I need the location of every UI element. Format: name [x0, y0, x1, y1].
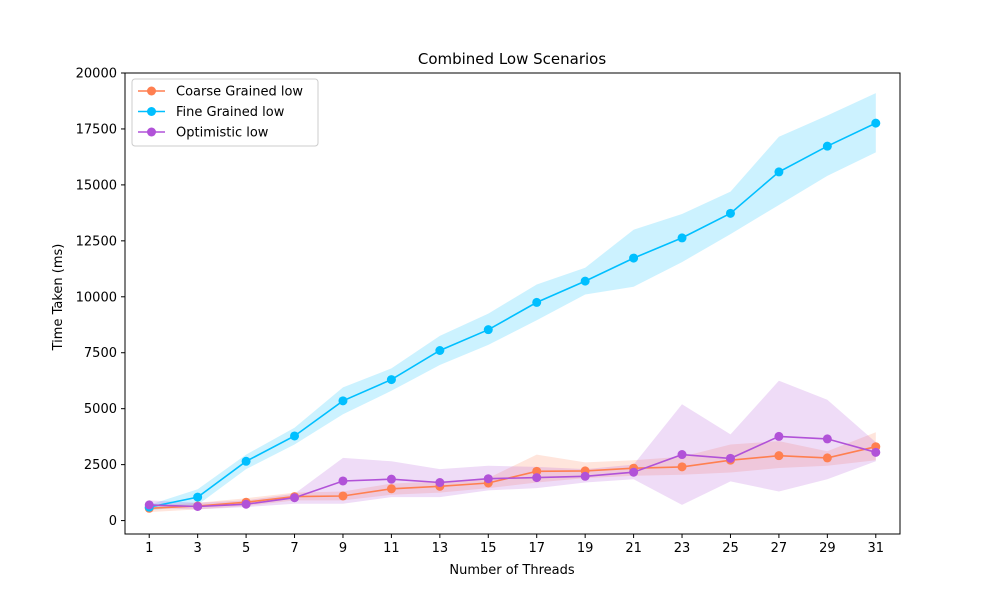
y-tick-label: 15000 — [76, 178, 117, 193]
data-point — [532, 466, 542, 476]
data-point — [193, 492, 203, 502]
x-axis-ticks: 1 3 5 7 9 11 13 15 17 19 21 23 25 27 29 31 — [145, 534, 884, 556]
data-point — [386, 375, 396, 385]
x-tick-label: 9 — [339, 541, 347, 556]
legend: Coarse Grained low Fine Grained low Optimi… — [131, 78, 319, 147]
legend-label: Coarse Grained low — [176, 85, 303, 100]
y-tick-label: 17500 — [76, 122, 117, 137]
confidence-band-1 — [149, 93, 876, 511]
data-point — [386, 484, 396, 494]
data-point — [580, 276, 590, 286]
x-tick-label: 21 — [625, 541, 642, 556]
data-point — [774, 431, 784, 441]
confidence-band-0 — [149, 432, 876, 513]
x-tick-label: 27 — [771, 541, 788, 556]
x-tick-label: 15 — [480, 541, 497, 556]
chart-title: Combined Low Scenarios — [418, 50, 606, 68]
y-tick-label: 0 — [109, 514, 117, 529]
series-points — [144, 118, 881, 513]
x-tick-label: 13 — [432, 541, 449, 556]
data-point — [822, 141, 832, 151]
legend-label: Fine Grained low — [176, 105, 285, 120]
series-line-0 — [149, 445, 876, 510]
legend-marker — [147, 127, 156, 137]
data-point — [725, 453, 735, 463]
y-tick-label: 20000 — [76, 67, 117, 82]
data-point — [677, 462, 687, 472]
y-tick-label: 10000 — [76, 290, 117, 305]
data-point — [725, 208, 735, 218]
data-point — [871, 447, 881, 457]
y-axis-ticks: 0 2500 5000 7500 10000 12500 15000 17500 20000 — [76, 67, 125, 529]
data-point — [435, 478, 445, 488]
series-line-1 — [149, 122, 877, 508]
data-point — [774, 167, 784, 177]
confidence-bands — [149, 93, 876, 513]
data-point — [193, 501, 203, 511]
plot-frame — [124, 72, 901, 535]
series-line-2 — [149, 435, 877, 508]
data-point — [629, 253, 639, 263]
y-axis-label: Time Taken (ms) — [51, 244, 66, 352]
data-point — [580, 471, 590, 481]
y-tick-label: 5000 — [84, 402, 117, 417]
data-point — [338, 396, 348, 406]
data-point — [386, 474, 396, 484]
data-point — [822, 453, 832, 463]
x-tick-label: 5 — [242, 541, 250, 556]
legend-box — [131, 78, 319, 147]
x-tick-label: 3 — [194, 541, 202, 556]
data-point — [483, 325, 493, 335]
data-point — [532, 473, 542, 483]
data-point — [290, 493, 300, 503]
data-point — [677, 233, 687, 243]
x-tick-label: 1 — [145, 541, 153, 556]
data-point — [338, 491, 348, 501]
data-point — [822, 434, 832, 444]
data-point — [241, 456, 251, 466]
data-point — [435, 345, 445, 355]
x-tick-label: 25 — [722, 541, 739, 556]
data-point — [774, 451, 784, 461]
confidence-band-2 — [149, 380, 876, 510]
y-tick-label: 2500 — [84, 458, 117, 473]
legend-marker — [147, 86, 156, 96]
data-point — [483, 474, 493, 484]
data-point — [871, 118, 881, 128]
data-point — [144, 500, 154, 510]
x-axis-label: Number of Threads — [449, 563, 574, 578]
series-lines — [149, 122, 877, 510]
x-tick-label: 23 — [674, 541, 691, 556]
data-point — [677, 450, 687, 460]
x-tick-label: 31 — [868, 541, 885, 556]
data-point — [338, 476, 348, 486]
x-tick-label: 7 — [290, 541, 298, 556]
y-tick-label: 12500 — [76, 234, 117, 249]
data-point — [629, 467, 639, 477]
data-point — [532, 297, 542, 307]
x-tick-label: 19 — [577, 541, 594, 556]
y-tick-label: 7500 — [84, 346, 117, 361]
legend-marker — [147, 107, 156, 116]
x-tick-label: 11 — [383, 541, 400, 556]
data-point — [241, 499, 251, 509]
x-tick-label: 29 — [819, 541, 836, 556]
data-point — [290, 431, 300, 441]
legend-label: Optimistic low — [176, 126, 269, 141]
x-tick-label: 17 — [528, 541, 545, 556]
